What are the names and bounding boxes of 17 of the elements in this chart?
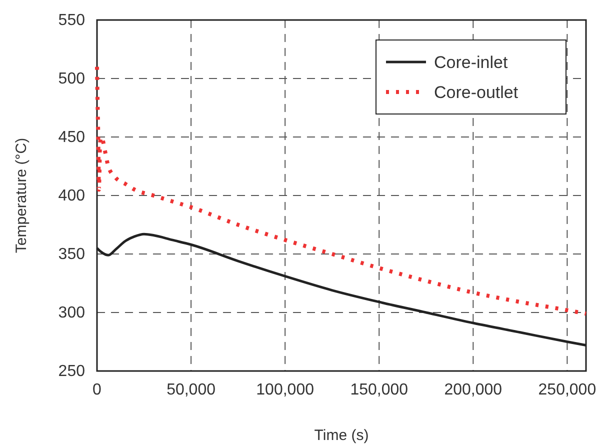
x-tick-label: 0: [92, 381, 102, 398]
x-tick-label: 150,000: [350, 381, 408, 398]
y-axis-title: Temperature (°C): [13, 138, 30, 254]
x-tick-label: 100,000: [256, 381, 314, 398]
x-tick-label: 200,000: [444, 381, 502, 398]
y-tick-label: 350: [58, 246, 86, 264]
legend-label: Core-outlet: [434, 83, 518, 102]
y-tick-label: 550: [58, 12, 86, 30]
x-tick-label: 250,000: [538, 381, 596, 398]
legend-label: Core-inlet: [434, 53, 508, 72]
y-tick-label: 400: [58, 188, 86, 205]
y-tick-label: 300: [58, 304, 86, 322]
x-tick-label: 50,000: [166, 381, 216, 398]
y-tick-label: 450: [58, 129, 86, 146]
y-tick-label: 500: [58, 70, 86, 88]
x-axis-title: Time (s): [314, 427, 369, 444]
y-tick-label: 250: [58, 363, 86, 380]
